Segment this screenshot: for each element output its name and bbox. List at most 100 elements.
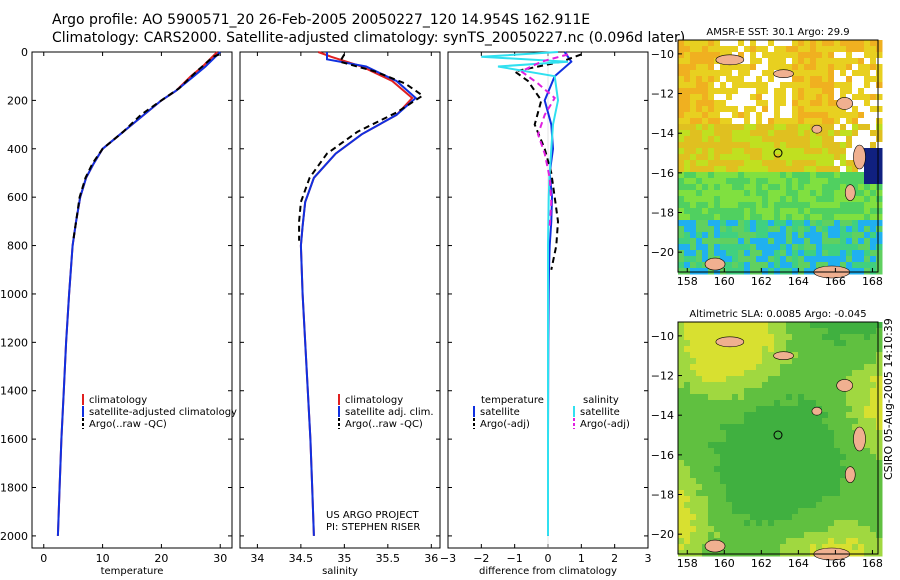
map-cell [774, 112, 781, 119]
map-cell [864, 454, 871, 461]
map-cell [840, 406, 847, 413]
map-cell [864, 376, 871, 383]
map-cell [762, 478, 769, 485]
y-tick-label: 1600 [0, 433, 28, 446]
map-cell [780, 448, 787, 455]
map-cell [756, 466, 763, 473]
map-cell [702, 88, 709, 95]
map-cell [828, 454, 835, 461]
map-cell [720, 106, 727, 113]
map-cell [750, 544, 757, 551]
map-cell [744, 370, 751, 377]
map-cell [852, 202, 859, 209]
map-cell [864, 262, 871, 269]
map-cell [732, 412, 739, 419]
x-tick-label: 2 [611, 552, 618, 565]
map-cell [678, 58, 685, 65]
map-cell [864, 514, 871, 521]
map-cell [714, 94, 721, 101]
map-cell [846, 340, 853, 347]
map-cell [786, 322, 793, 329]
map-cell [804, 532, 811, 539]
map-cell [816, 94, 823, 101]
map-cell [804, 100, 811, 107]
map-cell [690, 268, 697, 275]
map-cell [798, 70, 805, 77]
map-cell [690, 346, 697, 353]
map-cell [804, 538, 811, 545]
map-cell [852, 52, 859, 59]
map-cell [840, 82, 847, 89]
map-cell [696, 94, 703, 101]
map-cell [798, 532, 805, 539]
map-cell [816, 178, 823, 185]
map-cell [876, 166, 883, 173]
map-cell [690, 100, 697, 107]
map-cell [678, 370, 685, 377]
map-cell [750, 46, 757, 53]
map-cell [702, 40, 709, 47]
map-cell [798, 400, 805, 407]
map-cell [780, 142, 787, 149]
map-cell [864, 472, 871, 479]
map-cell [768, 436, 775, 443]
map-cell [684, 82, 691, 89]
map-cell [738, 118, 745, 125]
map-cell [858, 376, 865, 383]
series-climatology [56, 51, 219, 536]
map-cell [852, 130, 859, 137]
map-cell [792, 490, 799, 497]
map-cell [744, 466, 751, 473]
map-cell [828, 388, 835, 395]
map-cell [864, 88, 871, 95]
map-cell [750, 40, 757, 47]
map-cell [870, 166, 877, 173]
map-cell [870, 532, 877, 539]
map-cell [744, 496, 751, 503]
map-cell [702, 502, 709, 509]
map-cell [780, 340, 787, 347]
map-cell [834, 376, 841, 383]
map-cell [732, 400, 739, 407]
map-cell [876, 154, 883, 161]
map-cell [780, 220, 787, 227]
map-cell [870, 208, 877, 215]
map-cell [864, 478, 871, 485]
map-cell [822, 118, 829, 125]
map-cell [678, 46, 685, 53]
map-cell [822, 100, 829, 107]
map-cell [816, 172, 823, 179]
map-cell [690, 76, 697, 83]
map-cell [864, 370, 871, 377]
map-cell [690, 358, 697, 365]
map-cell [696, 124, 703, 131]
map-cell [846, 250, 853, 257]
map-cell [750, 238, 757, 245]
map-cell [864, 388, 871, 395]
series-climatology [299, 51, 414, 536]
map-cell [678, 112, 685, 119]
map-cell [798, 94, 805, 101]
map-cell [714, 130, 721, 137]
map-cell [804, 64, 811, 71]
map-cell [840, 64, 847, 71]
map-cell [762, 76, 769, 83]
map-cell [690, 532, 697, 539]
map-cell [858, 406, 865, 413]
map-cell [750, 430, 757, 437]
map-cell [762, 538, 769, 545]
map-cell [876, 448, 883, 455]
map-cell [870, 40, 877, 47]
map-cell [804, 178, 811, 185]
map-cell [750, 328, 757, 335]
map-cell [738, 100, 745, 107]
map-cell [840, 526, 847, 533]
map-cell [858, 52, 865, 59]
map-cell [780, 232, 787, 239]
map-cell [738, 502, 745, 509]
map-cell [708, 490, 715, 497]
map-cell [732, 268, 739, 275]
map-cell [756, 364, 763, 371]
map-cell [732, 526, 739, 533]
map-cell [876, 370, 883, 377]
